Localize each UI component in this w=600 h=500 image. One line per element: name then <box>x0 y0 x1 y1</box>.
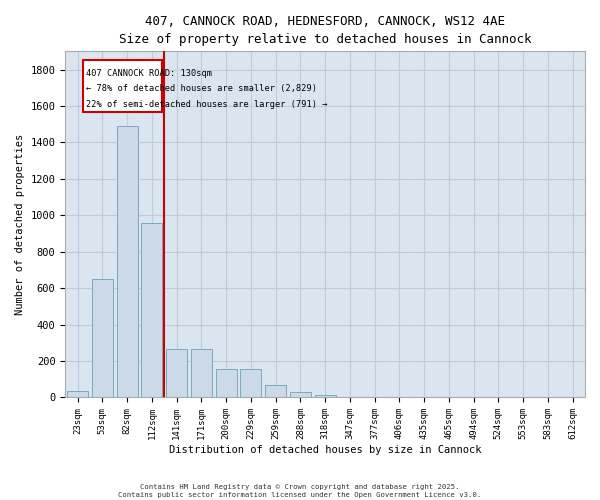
Bar <box>166 349 187 398</box>
Bar <box>265 384 286 398</box>
Bar <box>215 369 236 398</box>
Bar <box>116 126 137 398</box>
FancyBboxPatch shape <box>83 60 162 112</box>
Y-axis label: Number of detached properties: Number of detached properties <box>15 134 25 315</box>
Title: 407, CANNOCK ROAD, HEDNESFORD, CANNOCK, WS12 4AE
Size of property relative to de: 407, CANNOCK ROAD, HEDNESFORD, CANNOCK, … <box>119 15 532 46</box>
Text: ← 78% of detached houses are smaller (2,829): ← 78% of detached houses are smaller (2,… <box>86 84 317 93</box>
X-axis label: Distribution of detached houses by size in Cannock: Distribution of detached houses by size … <box>169 445 481 455</box>
Text: Contains HM Land Registry data © Crown copyright and database right 2025.
Contai: Contains HM Land Registry data © Crown c… <box>118 484 482 498</box>
Bar <box>191 349 212 398</box>
Bar <box>67 391 88 398</box>
Bar <box>92 279 113 398</box>
Bar <box>241 369 262 398</box>
Bar <box>290 392 311 398</box>
Text: 22% of semi-detached houses are larger (791) →: 22% of semi-detached houses are larger (… <box>86 100 327 108</box>
Bar <box>364 396 385 398</box>
Bar <box>340 396 361 398</box>
Text: 407 CANNOCK ROAD: 130sqm: 407 CANNOCK ROAD: 130sqm <box>86 68 212 78</box>
Bar <box>314 394 335 398</box>
Bar <box>142 222 163 398</box>
